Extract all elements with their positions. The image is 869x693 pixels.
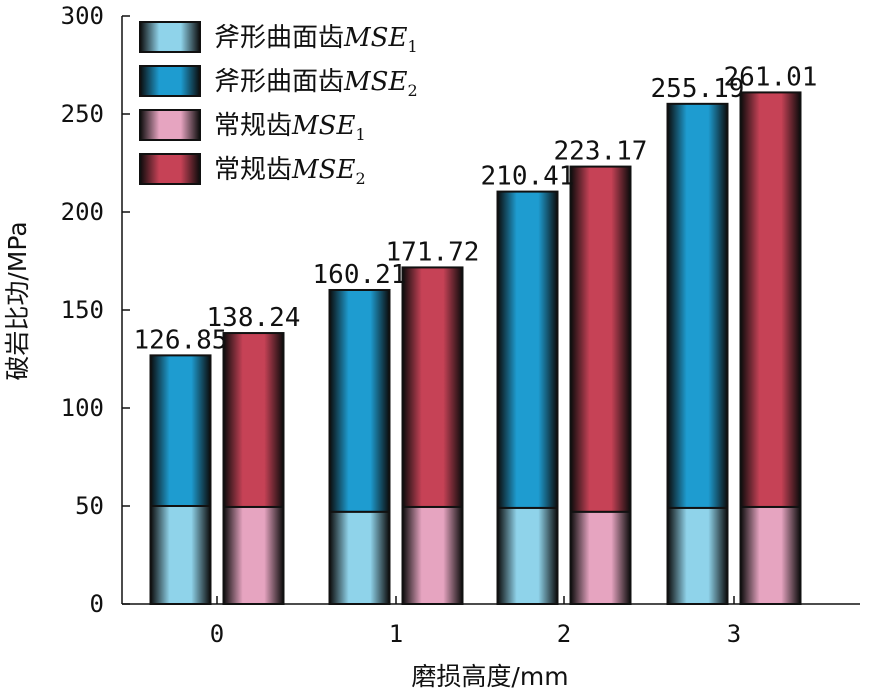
bar-segment-mse1 xyxy=(739,505,802,606)
bar-value-label: 126.85 xyxy=(134,325,228,355)
bar-value-label: 210.41 xyxy=(481,162,575,192)
y-tick-label: 0 xyxy=(90,590,104,618)
bars-layer xyxy=(149,91,802,606)
legend-label: 斧形曲面齿MSE1 xyxy=(214,23,418,56)
bar-segment-mse2 xyxy=(328,288,391,513)
bar-segment-mse2 xyxy=(401,266,464,508)
y-tick-label: 50 xyxy=(75,492,104,520)
legend-label: 常规齿MSE1 xyxy=(214,111,366,144)
bar-segment-mse2 xyxy=(569,165,632,513)
y-tick-label: 150 xyxy=(61,296,104,324)
y-tick-label: 100 xyxy=(61,394,104,422)
bar-segment-mse1 xyxy=(401,505,464,606)
bar-segment-mse1 xyxy=(328,510,391,606)
bar-value-label: 171.72 xyxy=(386,237,480,267)
y-tick-label: 200 xyxy=(61,198,104,226)
bar-segment-mse2 xyxy=(666,102,729,509)
axes: 0 50 100 150 200 250 300 0 1 2 3 xyxy=(61,2,860,648)
legend-item: 斧形曲面齿MSE1 xyxy=(139,21,418,56)
bar-segment-mse2 xyxy=(739,91,802,508)
bar-value-label: 223.17 xyxy=(554,137,648,167)
y-tick-label: 300 xyxy=(61,2,104,30)
x-tick-label: 3 xyxy=(727,620,741,648)
x-tick-label: 0 xyxy=(210,620,224,648)
bar-segment-mse1 xyxy=(496,506,559,605)
bar-segment-mse2 xyxy=(222,332,285,508)
bar-segment-mse1 xyxy=(222,505,285,606)
legend-swatch xyxy=(139,21,201,53)
y-axis-title: 破岩比功/MPa xyxy=(3,221,32,380)
bar-segment-mse2 xyxy=(149,354,212,507)
legend-swatch xyxy=(139,153,201,185)
y-tick-label: 250 xyxy=(61,100,104,128)
bar-segment-mse2 xyxy=(496,190,559,509)
legend-item: 常规齿MSE2 xyxy=(139,153,366,188)
legend-swatch xyxy=(139,109,201,141)
bar-value-label: 255.19 xyxy=(651,74,745,104)
bar-segment-mse1 xyxy=(149,505,212,605)
bar-segment-mse1 xyxy=(666,506,729,605)
legend: 斧形曲面齿MSE1 斧形曲面齿MSE2 常规齿MSE1 常规齿MSE2 xyxy=(139,21,418,188)
bar-value-label: 160.21 xyxy=(313,260,407,290)
bar-value-label: 261.01 xyxy=(724,62,818,92)
legend-label: 常规齿MSE2 xyxy=(214,155,366,188)
x-tick-label: 2 xyxy=(557,620,571,648)
bar-value-label: 138.24 xyxy=(207,303,301,333)
x-axis-title: 磨损高度/mm xyxy=(411,662,568,691)
legend-item: 斧形曲面齿MSE2 xyxy=(139,65,418,100)
legend-label: 斧形曲面齿MSE2 xyxy=(214,67,418,100)
legend-item: 常规齿MSE1 xyxy=(139,109,366,144)
x-tick-label: 1 xyxy=(389,620,403,648)
bar-segment-mse1 xyxy=(569,510,632,606)
legend-swatch xyxy=(139,65,201,97)
